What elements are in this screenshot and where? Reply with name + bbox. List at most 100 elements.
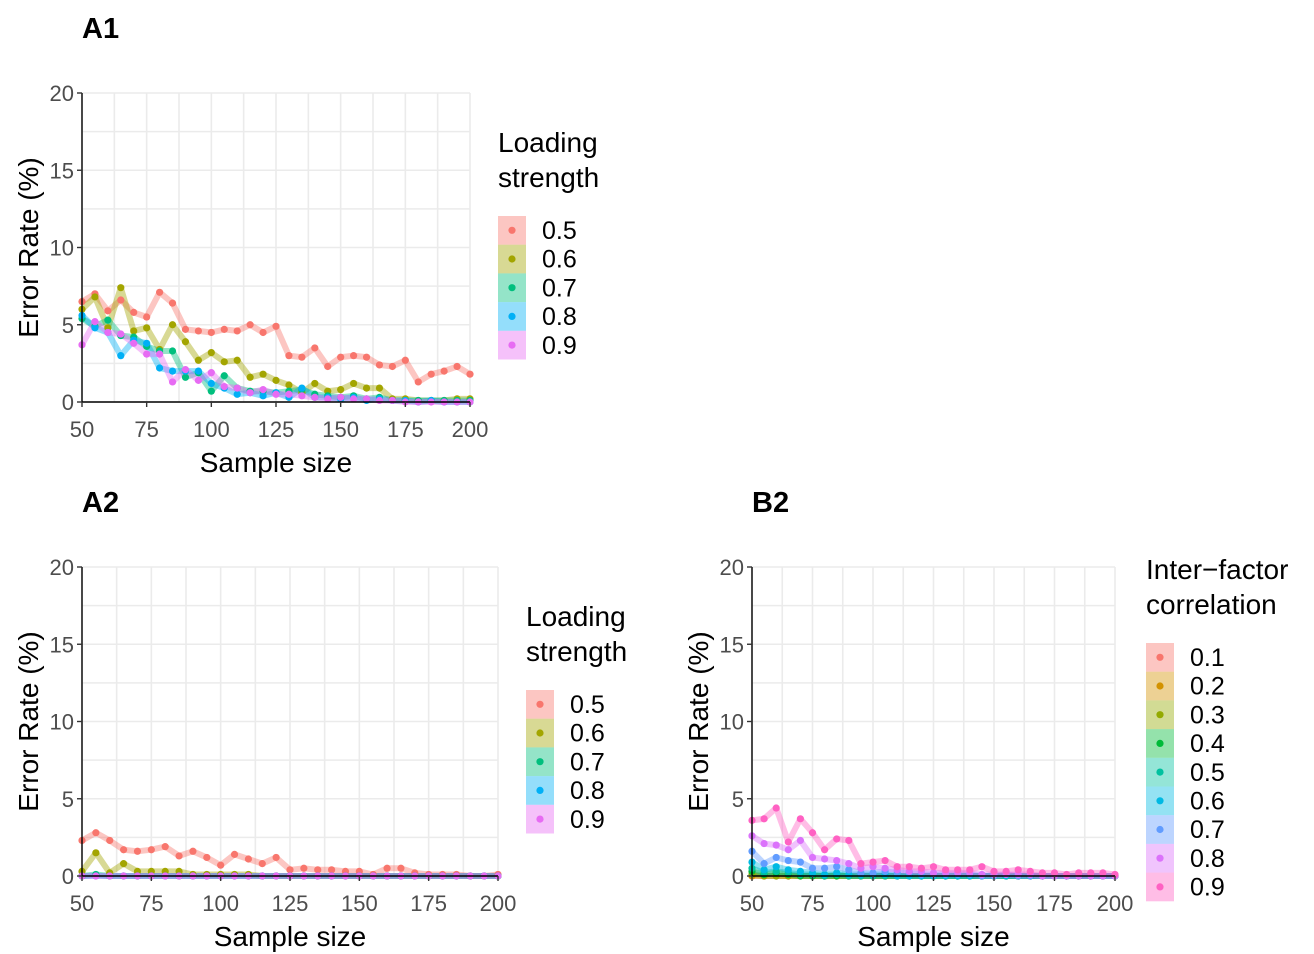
data-point	[220, 372, 228, 380]
data-point	[117, 284, 125, 292]
data-point	[954, 866, 962, 874]
legend: Loading strength 0.50.60.70.80.9	[498, 127, 599, 360]
data-point	[453, 362, 461, 371]
data-point	[181, 338, 190, 346]
legend-label: 0.2	[1190, 673, 1225, 701]
data-point	[845, 836, 853, 845]
data-point	[300, 864, 308, 872]
data-point	[168, 378, 177, 386]
x-axis-title: Sample size	[200, 447, 353, 478]
data-point	[414, 378, 422, 386]
data-point	[942, 866, 950, 874]
data-point	[845, 866, 853, 874]
data-point	[233, 327, 241, 335]
data-point	[821, 855, 829, 863]
data-point	[440, 367, 448, 375]
data-point	[772, 863, 780, 871]
data-point	[796, 836, 805, 845]
series-points-0.9	[748, 804, 1119, 879]
data-point	[388, 396, 396, 405]
data-point	[893, 863, 901, 871]
data-point	[207, 379, 215, 388]
data-point	[796, 858, 805, 866]
data-point	[175, 852, 183, 860]
data-point	[220, 358, 228, 366]
legend-key-point	[508, 284, 516, 292]
data-point	[207, 328, 215, 337]
data-point	[1087, 869, 1095, 877]
data-point	[272, 853, 280, 862]
legend-label: 0.7	[570, 748, 605, 776]
data-point	[207, 369, 215, 377]
legend-label: 0.8	[1190, 845, 1225, 873]
panel-tag: A2	[82, 487, 119, 519]
data-point	[821, 864, 829, 872]
panel-a1: A1 0 5 10 15 20 50 75 100 125 150 175 200 Sample size…	[13, 13, 599, 478]
data-point	[117, 296, 125, 304]
data-point	[362, 384, 371, 392]
legend-key-point	[1156, 825, 1164, 834]
x-tick-label: 50	[740, 891, 764, 916]
data-point	[784, 866, 792, 874]
data-point	[194, 327, 202, 335]
data-point	[760, 839, 768, 848]
panel-tag: B2	[752, 487, 789, 519]
data-point	[821, 870, 829, 879]
data-point	[156, 288, 164, 296]
legend-label: 0.5	[570, 691, 605, 719]
data-point	[217, 861, 225, 869]
data-point	[156, 364, 164, 372]
data-point	[244, 855, 252, 863]
data-point	[362, 353, 371, 361]
data-point	[808, 829, 817, 837]
data-point	[929, 863, 938, 871]
x-tick-label: 150	[341, 891, 378, 916]
data-point	[311, 379, 319, 388]
y-tick-label: 0	[62, 864, 74, 889]
x-tick-label: 200	[480, 891, 517, 916]
data-point	[117, 352, 125, 360]
data-point	[375, 396, 384, 405]
data-point	[881, 864, 889, 872]
data-point	[130, 308, 138, 316]
legend-title: Loading	[498, 127, 598, 158]
data-point	[1099, 869, 1107, 877]
data-point	[233, 384, 241, 392]
data-point	[168, 347, 177, 355]
data-point	[772, 804, 780, 812]
data-point	[857, 860, 865, 868]
x-tick-label: 75	[134, 417, 158, 442]
data-point	[147, 846, 155, 854]
data-point	[133, 847, 142, 855]
x-tick-label: 175	[387, 417, 424, 442]
legend-title: correlation	[1146, 589, 1277, 620]
x-tick-label: 100	[202, 891, 239, 916]
data-point	[821, 846, 829, 854]
legend-label: 0.9	[542, 332, 577, 360]
y-tick-label: 10	[720, 710, 744, 735]
data-point	[233, 390, 241, 398]
data-point	[397, 864, 405, 872]
data-point	[1038, 869, 1046, 877]
data-point	[978, 863, 986, 871]
legend-key-point	[536, 815, 544, 823]
data-point	[220, 382, 228, 391]
grid	[81, 566, 499, 877]
legend-key-point	[1156, 797, 1164, 805]
legend: Loading strength 0.50.60.70.80.9	[526, 601, 627, 834]
y-tick-label: 15	[720, 632, 744, 657]
data-point	[207, 387, 215, 395]
data-point	[350, 395, 358, 403]
data-point	[350, 352, 358, 360]
legend-label: 0.5	[542, 217, 577, 245]
x-tick-label: 175	[1036, 891, 1073, 916]
legend-title: strength	[498, 162, 599, 193]
data-point	[285, 381, 293, 389]
data-point	[161, 843, 169, 851]
data-point	[246, 373, 254, 381]
data-point	[784, 846, 792, 854]
data-point	[772, 841, 780, 849]
legend-key-point	[1156, 682, 1164, 690]
data-point	[298, 353, 306, 361]
data-point	[106, 836, 114, 845]
